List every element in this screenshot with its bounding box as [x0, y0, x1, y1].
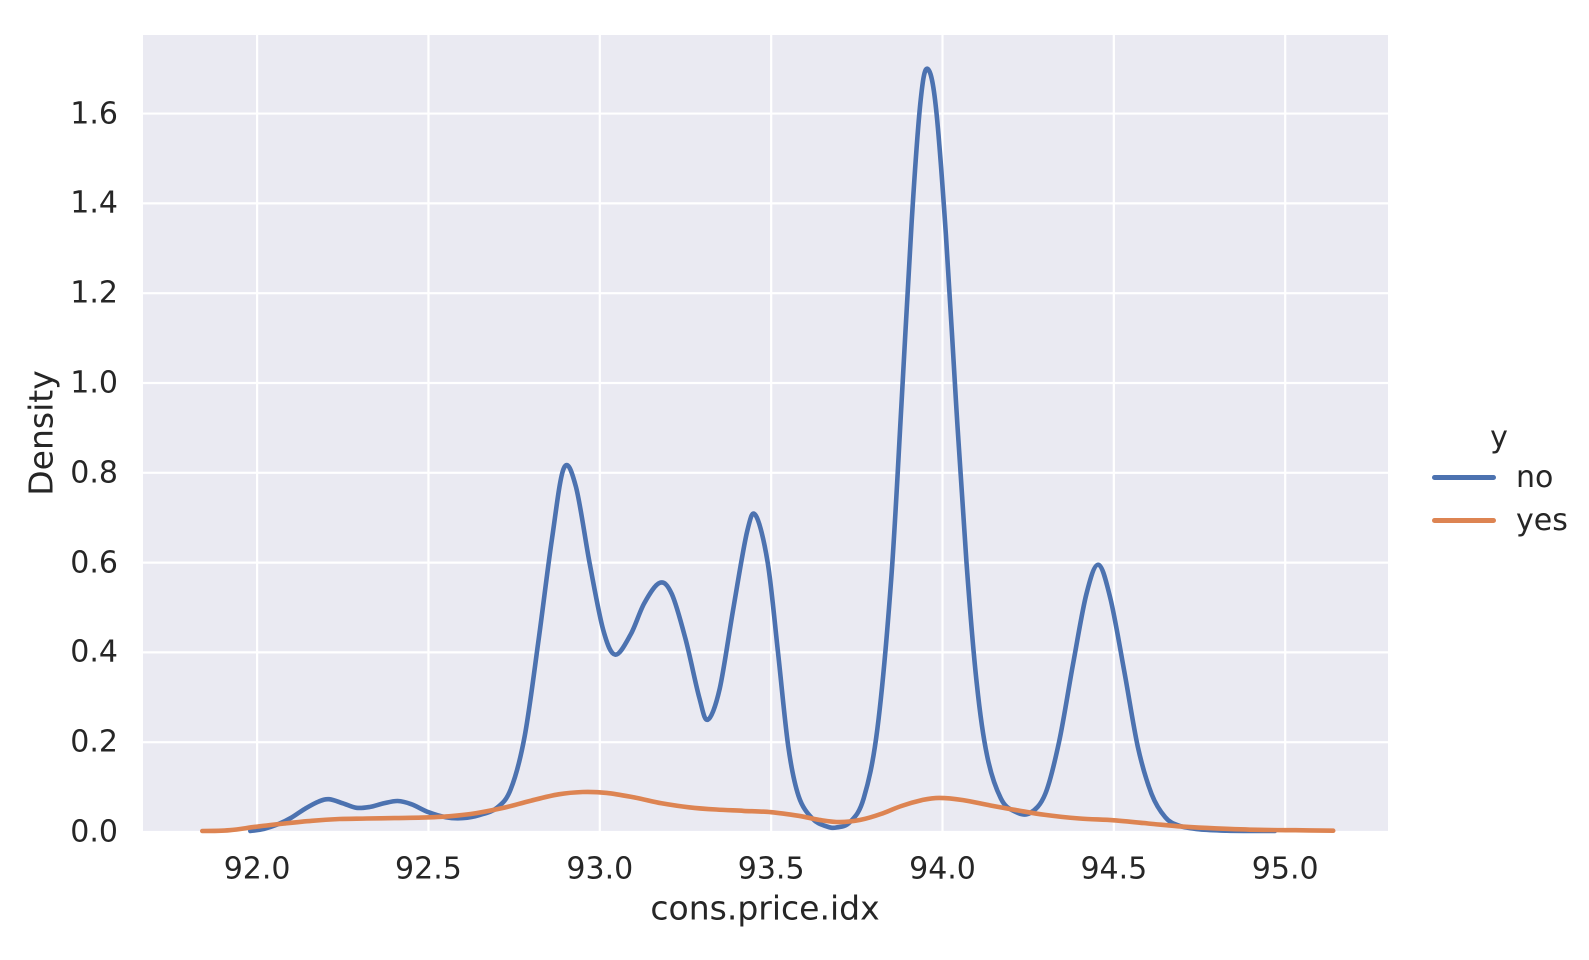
legend-item-yes: yes — [1424, 499, 1584, 542]
y-tick-label: 0.8 — [70, 455, 118, 491]
legend-line-icon — [1432, 518, 1496, 523]
y-tick-label: 0.2 — [70, 724, 118, 760]
legend: y no yes — [1424, 420, 1584, 542]
y-tick-label: 0.4 — [70, 634, 118, 670]
y-axis-label: Density — [21, 370, 61, 496]
x-tick-label: 94.5 — [1080, 851, 1148, 887]
x-tick-label: 92.0 — [223, 851, 291, 887]
kde-curve-yes — [200, 789, 1336, 834]
y-tick-label: 1.4 — [70, 185, 118, 221]
y-tick-label: 0.0 — [70, 814, 118, 850]
x-tick-label: 93.0 — [566, 851, 634, 887]
x-tick-label: 92.5 — [395, 851, 462, 887]
x-axis-label: cons.price.idx — [650, 888, 880, 928]
legend-title: y — [1490, 420, 1508, 455]
legend-item-no: no — [1424, 456, 1584, 499]
plot-area — [143, 35, 1388, 832]
y-tick-label: 1.2 — [70, 275, 118, 311]
legend-item-label: no — [1516, 459, 1554, 495]
legend-items: no yes — [1424, 456, 1584, 542]
legend-item-label: yes — [1516, 502, 1568, 538]
x-tick-label: 94.0 — [909, 851, 976, 887]
x-tick-label: 93.5 — [737, 851, 805, 887]
y-tick-label: 1.6 — [70, 96, 118, 132]
x-tick-label: 95.0 — [1251, 851, 1319, 887]
legend-line-icon — [1432, 475, 1496, 480]
y-tick-label: 1.0 — [70, 365, 118, 401]
y-tick-label: 0.6 — [70, 545, 118, 581]
kde-curve-no — [248, 66, 1278, 834]
